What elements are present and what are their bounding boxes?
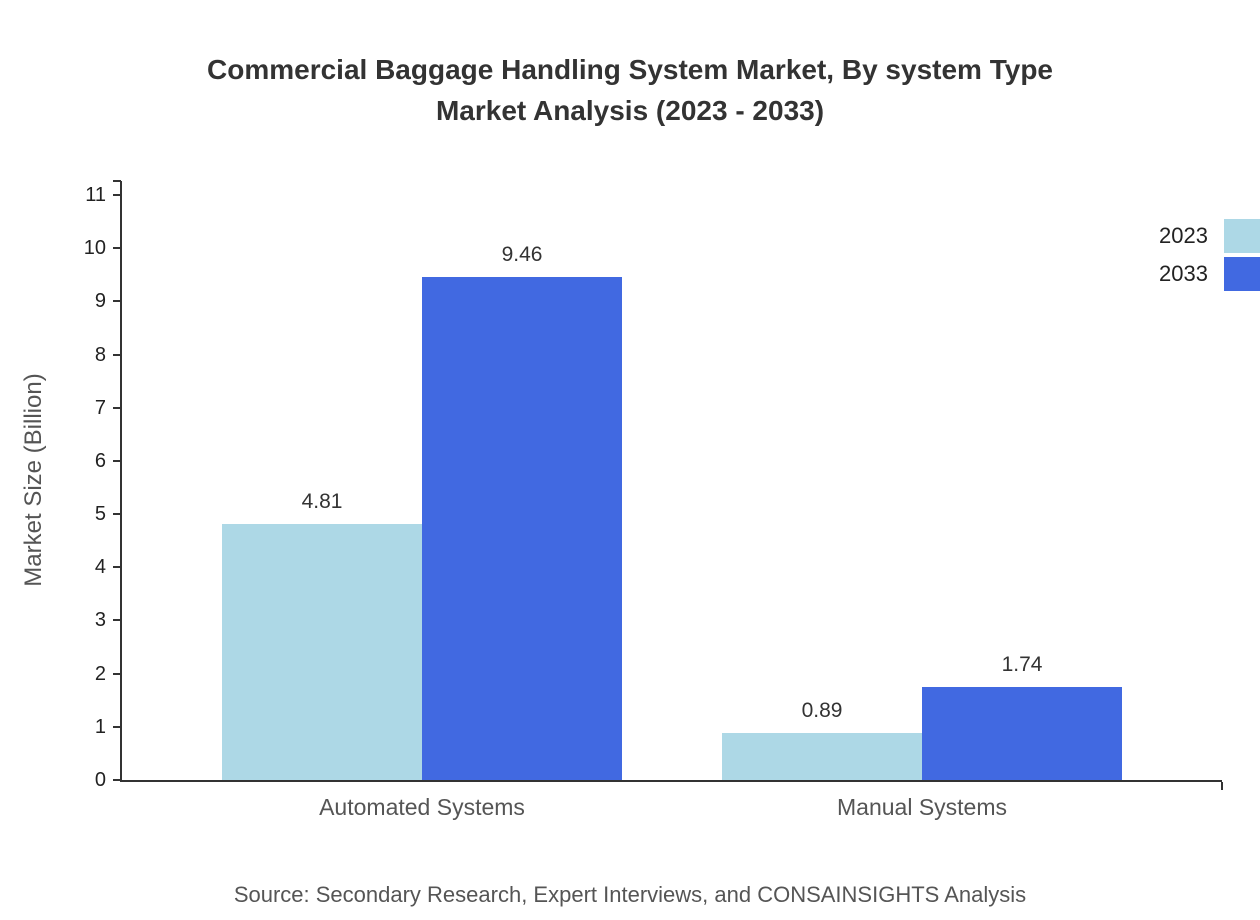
y-tick-mark [113,459,121,462]
bar-2023 [722,732,922,780]
bar-2033 [922,687,1122,780]
bar-2033 [422,276,622,780]
y-tick-label: 11 [85,184,106,206]
chart-title: Commercial Baggage Handling System Marke… [0,50,1260,131]
chart-title-line2: Market Analysis (2023 - 2033) [435,94,825,126]
y-tick-mark [113,406,121,409]
y-tick-mark [113,566,121,569]
y-tick-label: 4 [94,556,106,579]
y-tick-label: 9 [94,290,106,313]
y-tick-label: 2 [94,662,106,685]
chart-legend: 2023 2033 [1159,219,1260,295]
legend-item: 2023 [1159,219,1260,253]
y-tick-label: 0 [94,769,106,791]
y-tick-label: 3 [94,609,106,632]
y-tick-label: 5 [94,503,106,526]
legend-item: 2033 [1159,257,1260,291]
y-axis-line-extension [120,181,122,195]
legend-label: 2033 [1159,261,1208,286]
y-tick-label: 8 [94,343,106,366]
y-tick-label: 7 [94,396,106,419]
legend-swatch-2023 [1224,219,1260,253]
legend-swatch-2033 [1224,257,1260,291]
y-tick-label: 6 [94,449,106,472]
y-tick-mark [113,513,121,516]
y-tick-label: 1 [94,715,106,738]
y-tick-mark [113,194,121,196]
y-axis-title: Market Size (Billion) [20,373,47,587]
bar-value-label: 1.74 [1001,653,1043,677]
x-axis-end-tick [1221,782,1223,790]
bar-value-label: 0.89 [801,698,843,722]
x-tick-label: Automated Systems [319,794,525,820]
y-tick-mark [113,779,121,781]
y-tick-mark [113,300,121,303]
legend-label: 2023 [1159,223,1208,248]
y-tick-label: 10 [83,237,106,260]
y-tick-mark [113,672,121,675]
plot-area: 0 1 2 3 4 5 6 7 8 9 10 11 4.81 9.46 Automated Systems 0… [84,180,1223,820]
source-caption: Source: Secondary Research, Expert Inter… [233,882,1027,907]
bar-value-label: 4.81 [301,490,343,514]
y-tick-mark [113,619,121,622]
y-tick-mark [113,725,121,728]
x-tick-label: Manual Systems [836,794,1008,820]
y-tick-mark [113,353,121,356]
y-axis-end-tick [113,180,121,182]
bar-value-label: 9.46 [501,242,543,266]
bar-2023 [222,524,422,780]
chart-title-line1: Commercial Baggage Handling System Marke… [207,54,1053,85]
y-tick-mark [113,247,121,250]
